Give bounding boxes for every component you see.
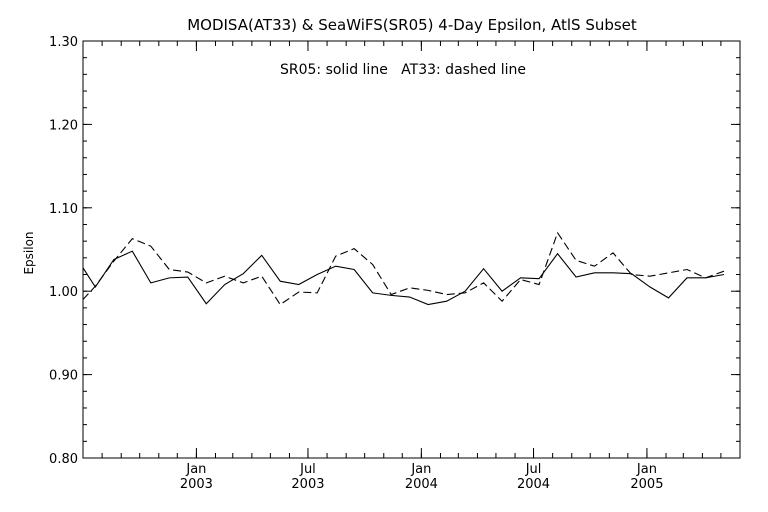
y-axis-ticks: 0.80 0.90 1.00 1.10 1.20 1.30: [49, 35, 740, 467]
x-tick-year-label: 2004: [405, 477, 438, 492]
y-tick-label: 1.00: [49, 285, 78, 300]
y-tick-label: 0.80: [49, 452, 78, 467]
x-tick-year-label: 2003: [291, 477, 324, 492]
series-line-sr05: [82, 250, 725, 306]
x-tick-month-label: Jul: [299, 462, 316, 477]
y-tick-label: 1.20: [49, 118, 78, 133]
x-tick-year-label: 2005: [630, 477, 663, 492]
y-tick-label: 1.30: [49, 35, 78, 50]
chart-title: MODISA(AT33) & SeaWiFS(SR05) 4-Day Epsil…: [187, 16, 637, 34]
x-tick-year-label: 2004: [517, 477, 550, 492]
x-tick-year-label: 2003: [180, 477, 213, 492]
x-tick-month-label: Jan: [185, 462, 206, 477]
line-style-annotation: SR05: solid line AT33: dashed line: [280, 62, 526, 78]
y-tick-label: 1.10: [49, 202, 78, 217]
x-tick-month-label: Jan: [410, 462, 431, 477]
series-line-at33: [82, 231, 725, 306]
series-layer: [82, 231, 725, 306]
x-tick-month-label: Jan: [636, 462, 657, 477]
x-tick-month-label: Jul: [525, 462, 542, 477]
y-tick-label: 0.90: [49, 369, 78, 384]
plot-frame: [82, 40, 741, 459]
y-axis-label: Epsilon: [22, 231, 36, 274]
